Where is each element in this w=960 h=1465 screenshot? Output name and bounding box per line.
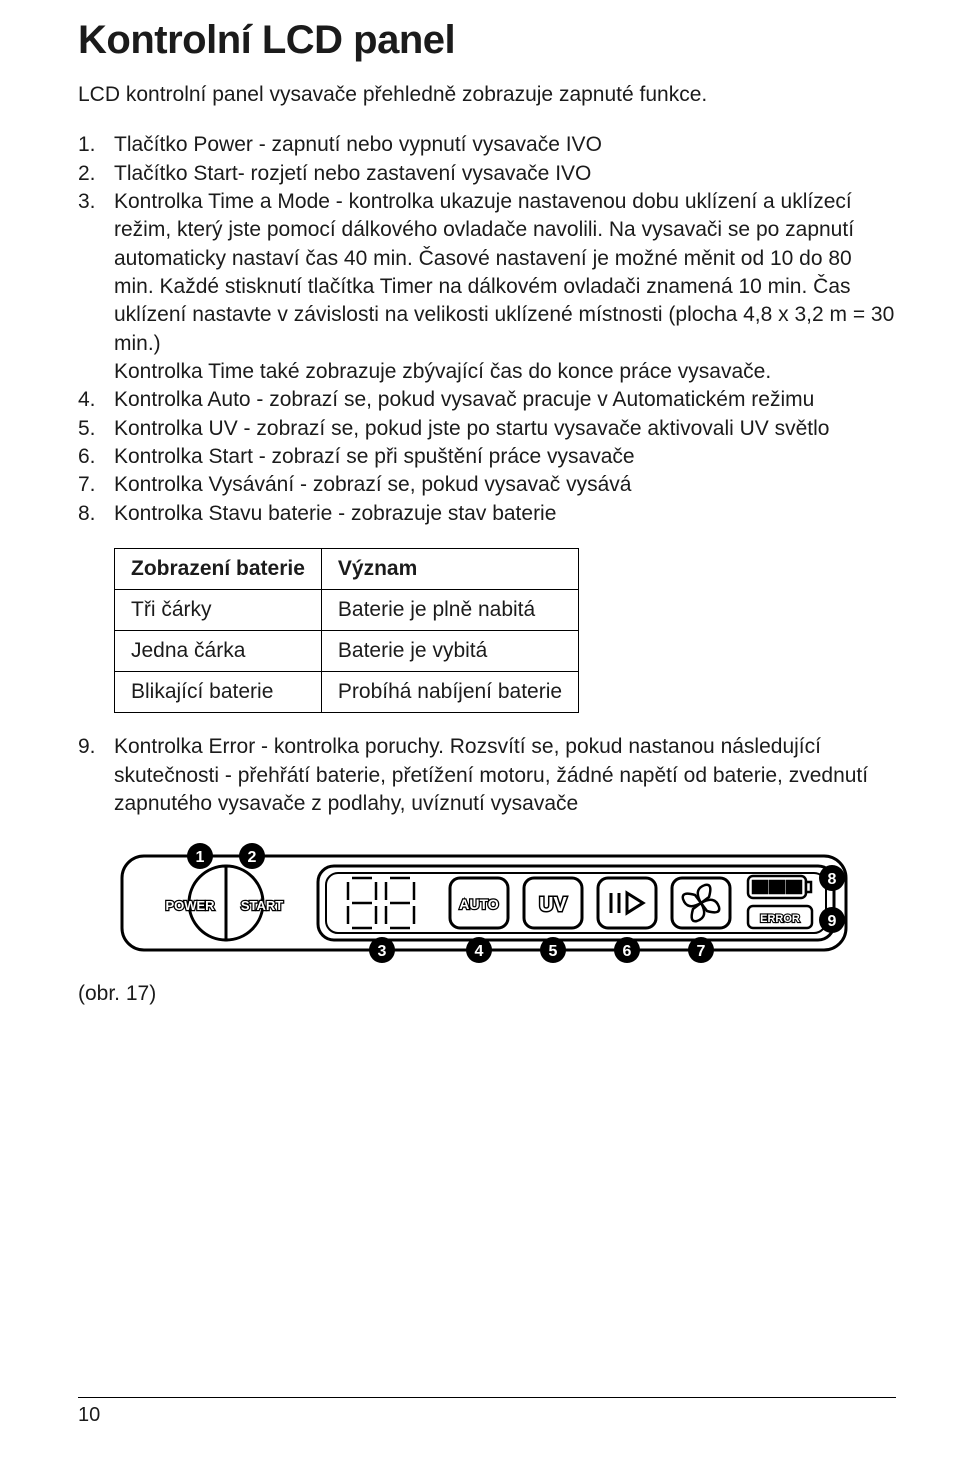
list-item: 3.Kontrolka Time a Mode - kontrolka ukaz…	[78, 188, 896, 386]
battery-table: Zobrazení baterie Význam Tři čárky Bater…	[114, 548, 579, 713]
power-label: POWER	[165, 898, 215, 913]
table-cell: Baterie je vybitá	[321, 631, 578, 672]
table-cell: Baterie je plně nabitá	[321, 590, 578, 631]
list-text: Kontrolka Error - kontrolka poruchy. Roz…	[114, 733, 896, 818]
list-text: Kontrolka Auto - zobrazí se, pokud vysav…	[114, 386, 814, 414]
list-text: Tlačítko Power - zapnutí nebo vypnutí vy…	[114, 131, 602, 159]
lcd-panel-figure: POWER START AUTO UV	[114, 838, 896, 1006]
table-header: Význam	[321, 549, 578, 590]
table-cell: Blikající baterie	[115, 672, 322, 713]
callout-7: 7	[697, 943, 706, 960]
list-item: 8.Kontrolka Stavu baterie - zobrazuje st…	[78, 500, 896, 528]
callout-1: 1	[196, 849, 205, 866]
page-title: Kontrolní LCD panel	[78, 18, 896, 63]
list-number: 6.	[78, 443, 114, 471]
page-footer: 10	[78, 1397, 896, 1427]
table-header: Zobrazení baterie	[115, 549, 322, 590]
list-text: Kontrolka UV - zobrazí se, pokud jste po…	[114, 415, 830, 443]
table-cell: Tři čárky	[115, 590, 322, 631]
list-text: Tlačítko Start- rozjetí nebo zastavení v…	[114, 160, 591, 188]
list-number: 5.	[78, 415, 114, 443]
list-item: 5.Kontrolka UV - zobrazí se, pokud jste …	[78, 415, 896, 443]
list-text: Kontrolka Time a Mode - kontrolka ukazuj…	[114, 188, 896, 386]
list-item: 2.Tlačítko Start- rozjetí nebo zastavení…	[78, 160, 896, 188]
list-number: 4.	[78, 386, 114, 414]
list-text: Kontrolka Vysávání - zobrazí se, pokud v…	[114, 471, 631, 499]
list-item: 7.Kontrolka Vysávání - zobrazí se, pokud…	[78, 471, 896, 499]
callout-2: 2	[248, 849, 257, 866]
feature-list: 1.Tlačítko Power - zapnutí nebo vypnutí …	[78, 131, 896, 528]
start-label: START	[241, 898, 283, 913]
callout-3: 3	[378, 943, 387, 960]
lcd-panel-icon: POWER START AUTO UV	[114, 838, 854, 968]
page-number: 10	[78, 1404, 100, 1426]
callout-4: 4	[475, 943, 484, 960]
list-item: 4.Kontrolka Auto - zobrazí se, pokud vys…	[78, 386, 896, 414]
table-cell: Jedna čárka	[115, 631, 322, 672]
intro-text: LCD kontrolní panel vysavače přehledně z…	[78, 81, 896, 109]
list-number: 2.	[78, 160, 114, 188]
list-item: 9.Kontrolka Error - kontrolka poruchy. R…	[78, 733, 896, 818]
callout-6: 6	[623, 943, 632, 960]
list-number: 3.	[78, 188, 114, 386]
list-item: 6.Kontrolka Start - zobrazí se při spušt…	[78, 443, 896, 471]
list-number: 9.	[78, 733, 114, 818]
list-text: Kontrolka Start - zobrazí se při spuštěn…	[114, 443, 635, 471]
list-item: 1.Tlačítko Power - zapnutí nebo vypnutí …	[78, 131, 896, 159]
auto-label: AUTO	[459, 896, 499, 912]
list-text: Kontrolka Stavu baterie - zobrazuje stav…	[114, 500, 556, 528]
list-number: 7.	[78, 471, 114, 499]
list-number: 8.	[78, 500, 114, 528]
table-cell: Probíhá nabíjení baterie	[321, 672, 578, 713]
callout-9: 9	[828, 913, 837, 930]
error-label: ERROR	[760, 913, 800, 925]
callout-8: 8	[828, 871, 837, 888]
figure-caption: (obr. 17)	[78, 982, 896, 1006]
callout-5: 5	[549, 943, 558, 960]
feature-list-cont: 9.Kontrolka Error - kontrolka poruchy. R…	[78, 733, 896, 818]
list-number: 1.	[78, 131, 114, 159]
uv-label: UV	[539, 894, 567, 916]
